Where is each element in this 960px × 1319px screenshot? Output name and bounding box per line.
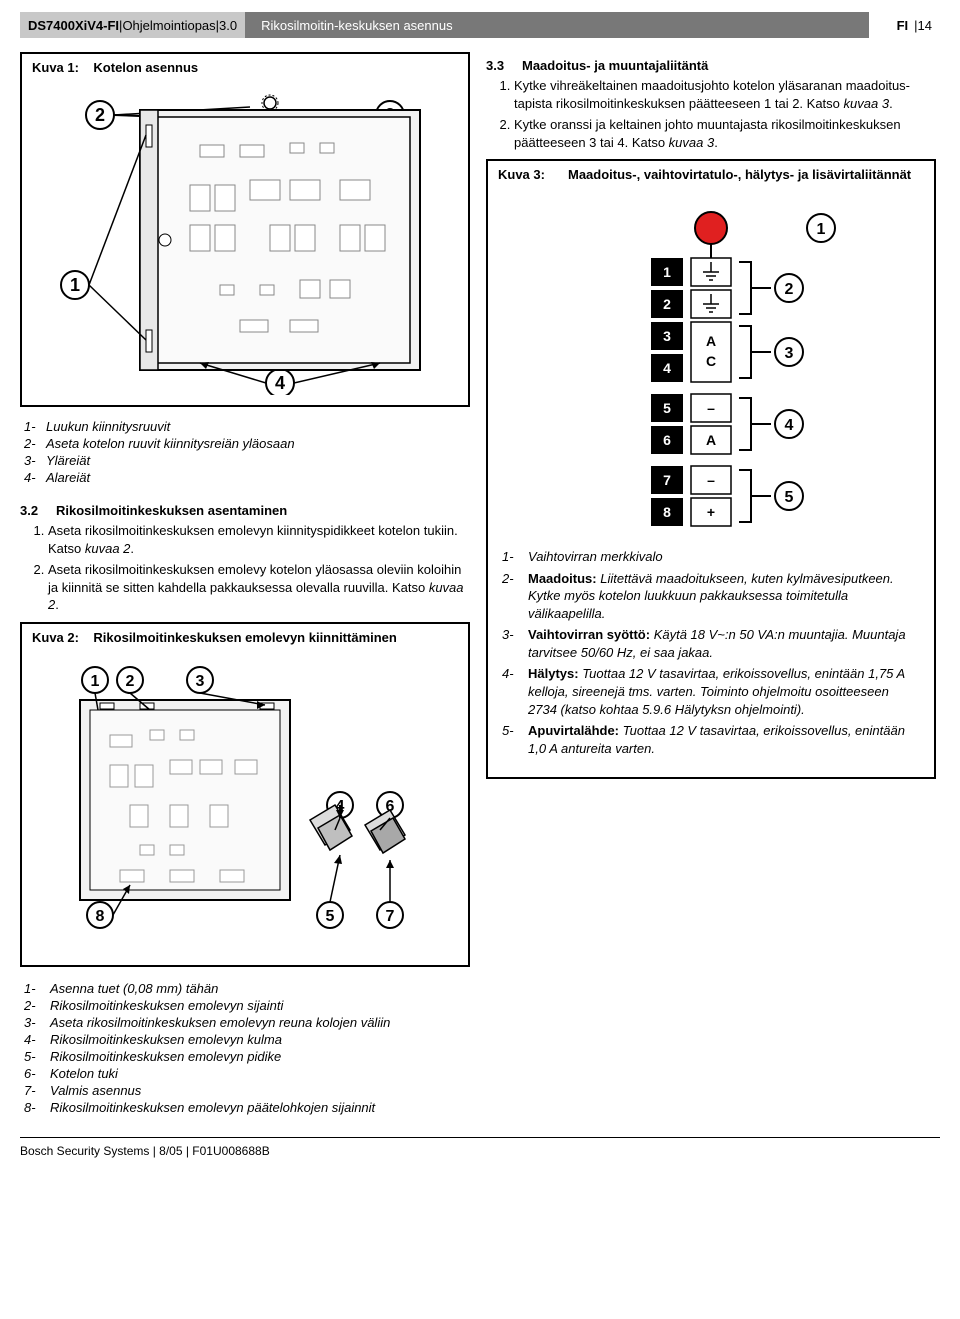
- svg-text:3: 3: [663, 328, 671, 344]
- header-section: Rikosilmoitin-keskuksen asennus: [245, 12, 868, 38]
- svg-text:3: 3: [196, 673, 205, 690]
- product-code: DS7400XiV4-FI: [28, 18, 119, 33]
- step-item: Kytke oranssi ja keltainen johto muuntaj…: [514, 116, 936, 151]
- svg-text:5: 5: [326, 908, 335, 925]
- left-column: Kuva 1: Kotelon asennus 2 3 1 4: [20, 52, 470, 1127]
- svg-text:7: 7: [663, 472, 671, 488]
- svg-text:3: 3: [785, 345, 794, 362]
- page-footer: Bosch Security Systems | 8/05 | F01U0086…: [20, 1137, 940, 1158]
- svg-text:6: 6: [663, 432, 671, 448]
- figure-3-legend: 1-Vaihtovirran merkkivalo 2-Maadoitus: L…: [498, 548, 924, 767]
- svg-text:–: –: [707, 400, 715, 416]
- section-3-3-heading: 3.3 Maadoitus- ja muuntajaliitäntä: [486, 58, 936, 73]
- figure-1-box: Kuva 1: Kotelon asennus 2 3 1 4: [20, 52, 470, 407]
- svg-text:1: 1: [663, 264, 671, 280]
- figure-3-title: Kuva 3: Maadoitus-, vaihtovirtatulo-, hä…: [488, 161, 934, 186]
- svg-text:5: 5: [663, 400, 671, 416]
- section-3-2-heading: 3.2 Rikosilmoitinkeskuksen asentaminen: [20, 503, 470, 518]
- enclosure-diagram: 2 3 1 4: [40, 85, 450, 395]
- svg-text:8: 8: [663, 504, 671, 520]
- section-3-3-steps: Kytke vihreäkeltainen maadoitusjohto kot…: [486, 77, 936, 151]
- svg-text:+: +: [707, 504, 715, 520]
- section-3-2-steps: Aseta rikosilmoitinkeskuksen emolevyn ki…: [20, 522, 470, 614]
- header-left: DS7400XiV4-FI | Ohjelmointiopas | 3.0: [20, 12, 245, 38]
- figure-1-legend: 1-Luukun kiinnitysruuvit 2-Aseta kotelon…: [20, 417, 470, 497]
- svg-text:4: 4: [275, 373, 285, 393]
- step-item: Kytke vihreäkeltainen maadoitusjohto kot…: [514, 77, 936, 112]
- doc-rev: 3.0: [219, 18, 237, 33]
- figure-2-legend: 1-Asenna tuet (0,08 mm) tähän 2-Rikosilm…: [20, 977, 470, 1127]
- svg-text:8: 8: [96, 908, 105, 925]
- svg-text:2: 2: [663, 296, 671, 312]
- step-item: Aseta rikosilmoitinkeskuksen emolevy kot…: [48, 561, 470, 614]
- header-right: FI | 14: [889, 12, 940, 38]
- svg-text:5: 5: [785, 489, 794, 506]
- figure-2-box: Kuva 2: Rikosilmoitinkeskuksen emolevyn …: [20, 622, 470, 967]
- svg-text:2: 2: [95, 105, 105, 125]
- svg-text:1: 1: [70, 275, 80, 295]
- svg-text:2: 2: [126, 673, 135, 690]
- right-column: 3.3 Maadoitus- ja muuntajaliitäntä Kytke…: [486, 52, 936, 1127]
- svg-text:A: A: [706, 333, 716, 349]
- svg-text:1: 1: [91, 673, 100, 690]
- figure-2-title: Kuva 2: Rikosilmoitinkeskuksen emolevyn …: [22, 624, 468, 649]
- svg-text:4: 4: [785, 417, 794, 434]
- svg-text:1: 1: [817, 221, 826, 238]
- figure-3-box: Kuva 3: Maadoitus-, vaihtovirtatulo-, hä…: [486, 159, 936, 779]
- figure-1-title: Kuva 1: Kotelon asennus: [22, 54, 468, 79]
- doc-type: Ohjelmointiopas: [122, 18, 215, 33]
- svg-text:2: 2: [785, 281, 794, 298]
- page-header: DS7400XiV4-FI | Ohjelmointiopas | 3.0 Ri…: [20, 12, 940, 38]
- pcb-mount-diagram: 1 2 3 4 5 6 7 8: [40, 655, 450, 955]
- svg-text:A: A: [706, 432, 716, 448]
- svg-text:7: 7: [386, 908, 395, 925]
- svg-text:C: C: [706, 353, 716, 369]
- page-number: 14: [918, 18, 932, 33]
- terminal-diagram: 1 1: [561, 198, 861, 538]
- step-item: Aseta rikosilmoitinkeskuksen emolevyn ki…: [48, 522, 470, 557]
- svg-text:4: 4: [663, 360, 671, 376]
- svg-text:–: –: [707, 472, 715, 488]
